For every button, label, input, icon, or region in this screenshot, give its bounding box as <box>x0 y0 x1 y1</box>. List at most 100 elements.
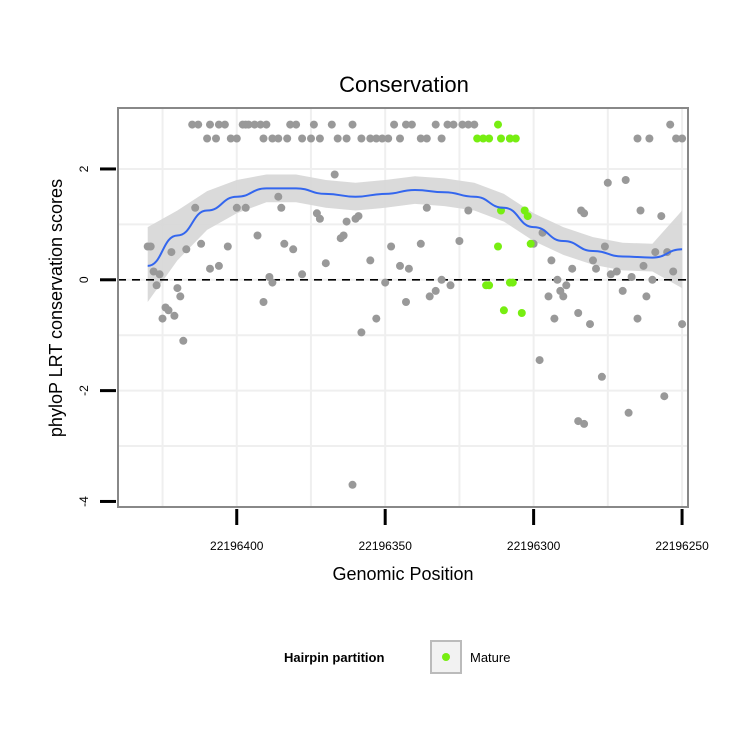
data-point-other <box>458 120 467 129</box>
data-point-mature <box>497 134 505 143</box>
data-point-other <box>214 120 223 129</box>
data-point-other <box>396 134 404 143</box>
data-point-mature <box>494 242 502 251</box>
data-point-other <box>158 314 167 323</box>
data-point-other <box>627 273 636 281</box>
data-point-other <box>309 120 318 129</box>
data-point-other <box>431 286 440 295</box>
data-point-other <box>568 264 577 273</box>
data-point-other <box>188 120 197 129</box>
data-point-other <box>672 134 681 143</box>
y-axis-title: phyloP LRT conservation scores <box>46 179 66 437</box>
legend-label-mature: Mature <box>470 650 510 665</box>
data-point-other <box>559 292 568 301</box>
data-point-other <box>268 134 277 143</box>
data-point-other <box>259 134 268 143</box>
data-point-other <box>283 134 292 143</box>
data-point-other <box>553 275 562 284</box>
data-point-other <box>203 134 212 143</box>
data-point-other <box>603 178 612 187</box>
data-point-other <box>666 120 675 129</box>
data-point-other <box>618 286 627 295</box>
data-point-other <box>259 298 268 306</box>
data-point-other <box>597 372 606 381</box>
data-point-other <box>416 134 425 143</box>
data-point-other <box>292 120 301 129</box>
data-point-other <box>592 264 600 273</box>
chart-title: Conservation <box>339 72 469 97</box>
data-point-other <box>660 392 669 401</box>
x-tick-label: 22196400 <box>210 539 264 553</box>
data-point-other <box>384 134 393 143</box>
data-point-other <box>223 242 232 251</box>
data-point-other <box>226 134 235 143</box>
data-point-other <box>645 134 654 143</box>
data-point-other <box>214 261 223 270</box>
smooth-trend-line <box>147 187 683 267</box>
data-point-other <box>586 320 594 329</box>
data-point-other <box>256 120 265 129</box>
data-point-other <box>366 134 375 143</box>
data-point-other <box>443 120 452 129</box>
data-point-other <box>372 134 381 143</box>
data-point-other <box>407 120 416 129</box>
data-point-other <box>241 203 250 212</box>
data-point-other <box>464 206 473 215</box>
data-point-other <box>449 120 458 129</box>
data-point-other <box>437 134 446 143</box>
data-point-other <box>289 245 298 254</box>
data-point-other <box>678 320 687 329</box>
data-point-other <box>298 134 307 143</box>
data-point-other <box>357 328 366 337</box>
legend: Hairpin partition Mature <box>284 640 510 674</box>
legend-mature-marker <box>442 653 450 661</box>
data-point-other <box>422 134 431 143</box>
y-tick-label: -2 <box>77 385 91 396</box>
data-point-other <box>298 270 307 279</box>
data-point-mature <box>508 278 517 287</box>
data-point-other <box>182 245 191 254</box>
data-point-other <box>669 267 678 276</box>
data-point-other <box>155 270 164 279</box>
data-point-other <box>327 120 336 129</box>
data-point-other <box>657 212 666 221</box>
x-axis-title: Genomic Position <box>332 564 473 584</box>
data-point-other <box>422 203 431 212</box>
data-point-other <box>357 134 366 143</box>
data-point-other <box>321 259 330 268</box>
data-point-other <box>232 134 241 143</box>
data-point-mature <box>505 134 514 143</box>
data-point-other <box>354 212 363 221</box>
data-point-other <box>179 336 188 345</box>
data-point-other <box>342 134 351 143</box>
data-point-other <box>244 120 253 129</box>
data-point-other <box>286 120 295 129</box>
data-point-other <box>446 281 455 290</box>
y-tick-label: -4 <box>77 496 91 507</box>
data-point-other <box>164 306 173 315</box>
data-point-other <box>387 242 396 251</box>
data-point-other <box>431 120 440 129</box>
data-point-other <box>206 120 214 129</box>
y-tick-label: 2 <box>77 165 91 172</box>
data-point-other <box>606 270 615 279</box>
data-point-other <box>333 134 342 143</box>
data-point-other <box>220 120 229 129</box>
data-point-mature <box>523 212 532 221</box>
data-point-mature <box>494 120 502 129</box>
data-point-other <box>580 209 589 218</box>
data-point-other <box>390 120 399 129</box>
data-point-other <box>307 134 315 143</box>
data-point-other <box>535 356 544 365</box>
data-point-other <box>574 309 583 317</box>
data-point-other <box>600 242 609 251</box>
data-point-other <box>262 120 271 129</box>
data-point-other <box>348 480 357 489</box>
data-point-other <box>194 120 203 129</box>
data-point-other <box>315 214 324 223</box>
data-point-other <box>170 311 179 320</box>
data-point-other <box>212 134 220 143</box>
data-point-other <box>268 278 277 287</box>
data-point-other <box>176 292 185 301</box>
data-point-other <box>146 242 155 251</box>
